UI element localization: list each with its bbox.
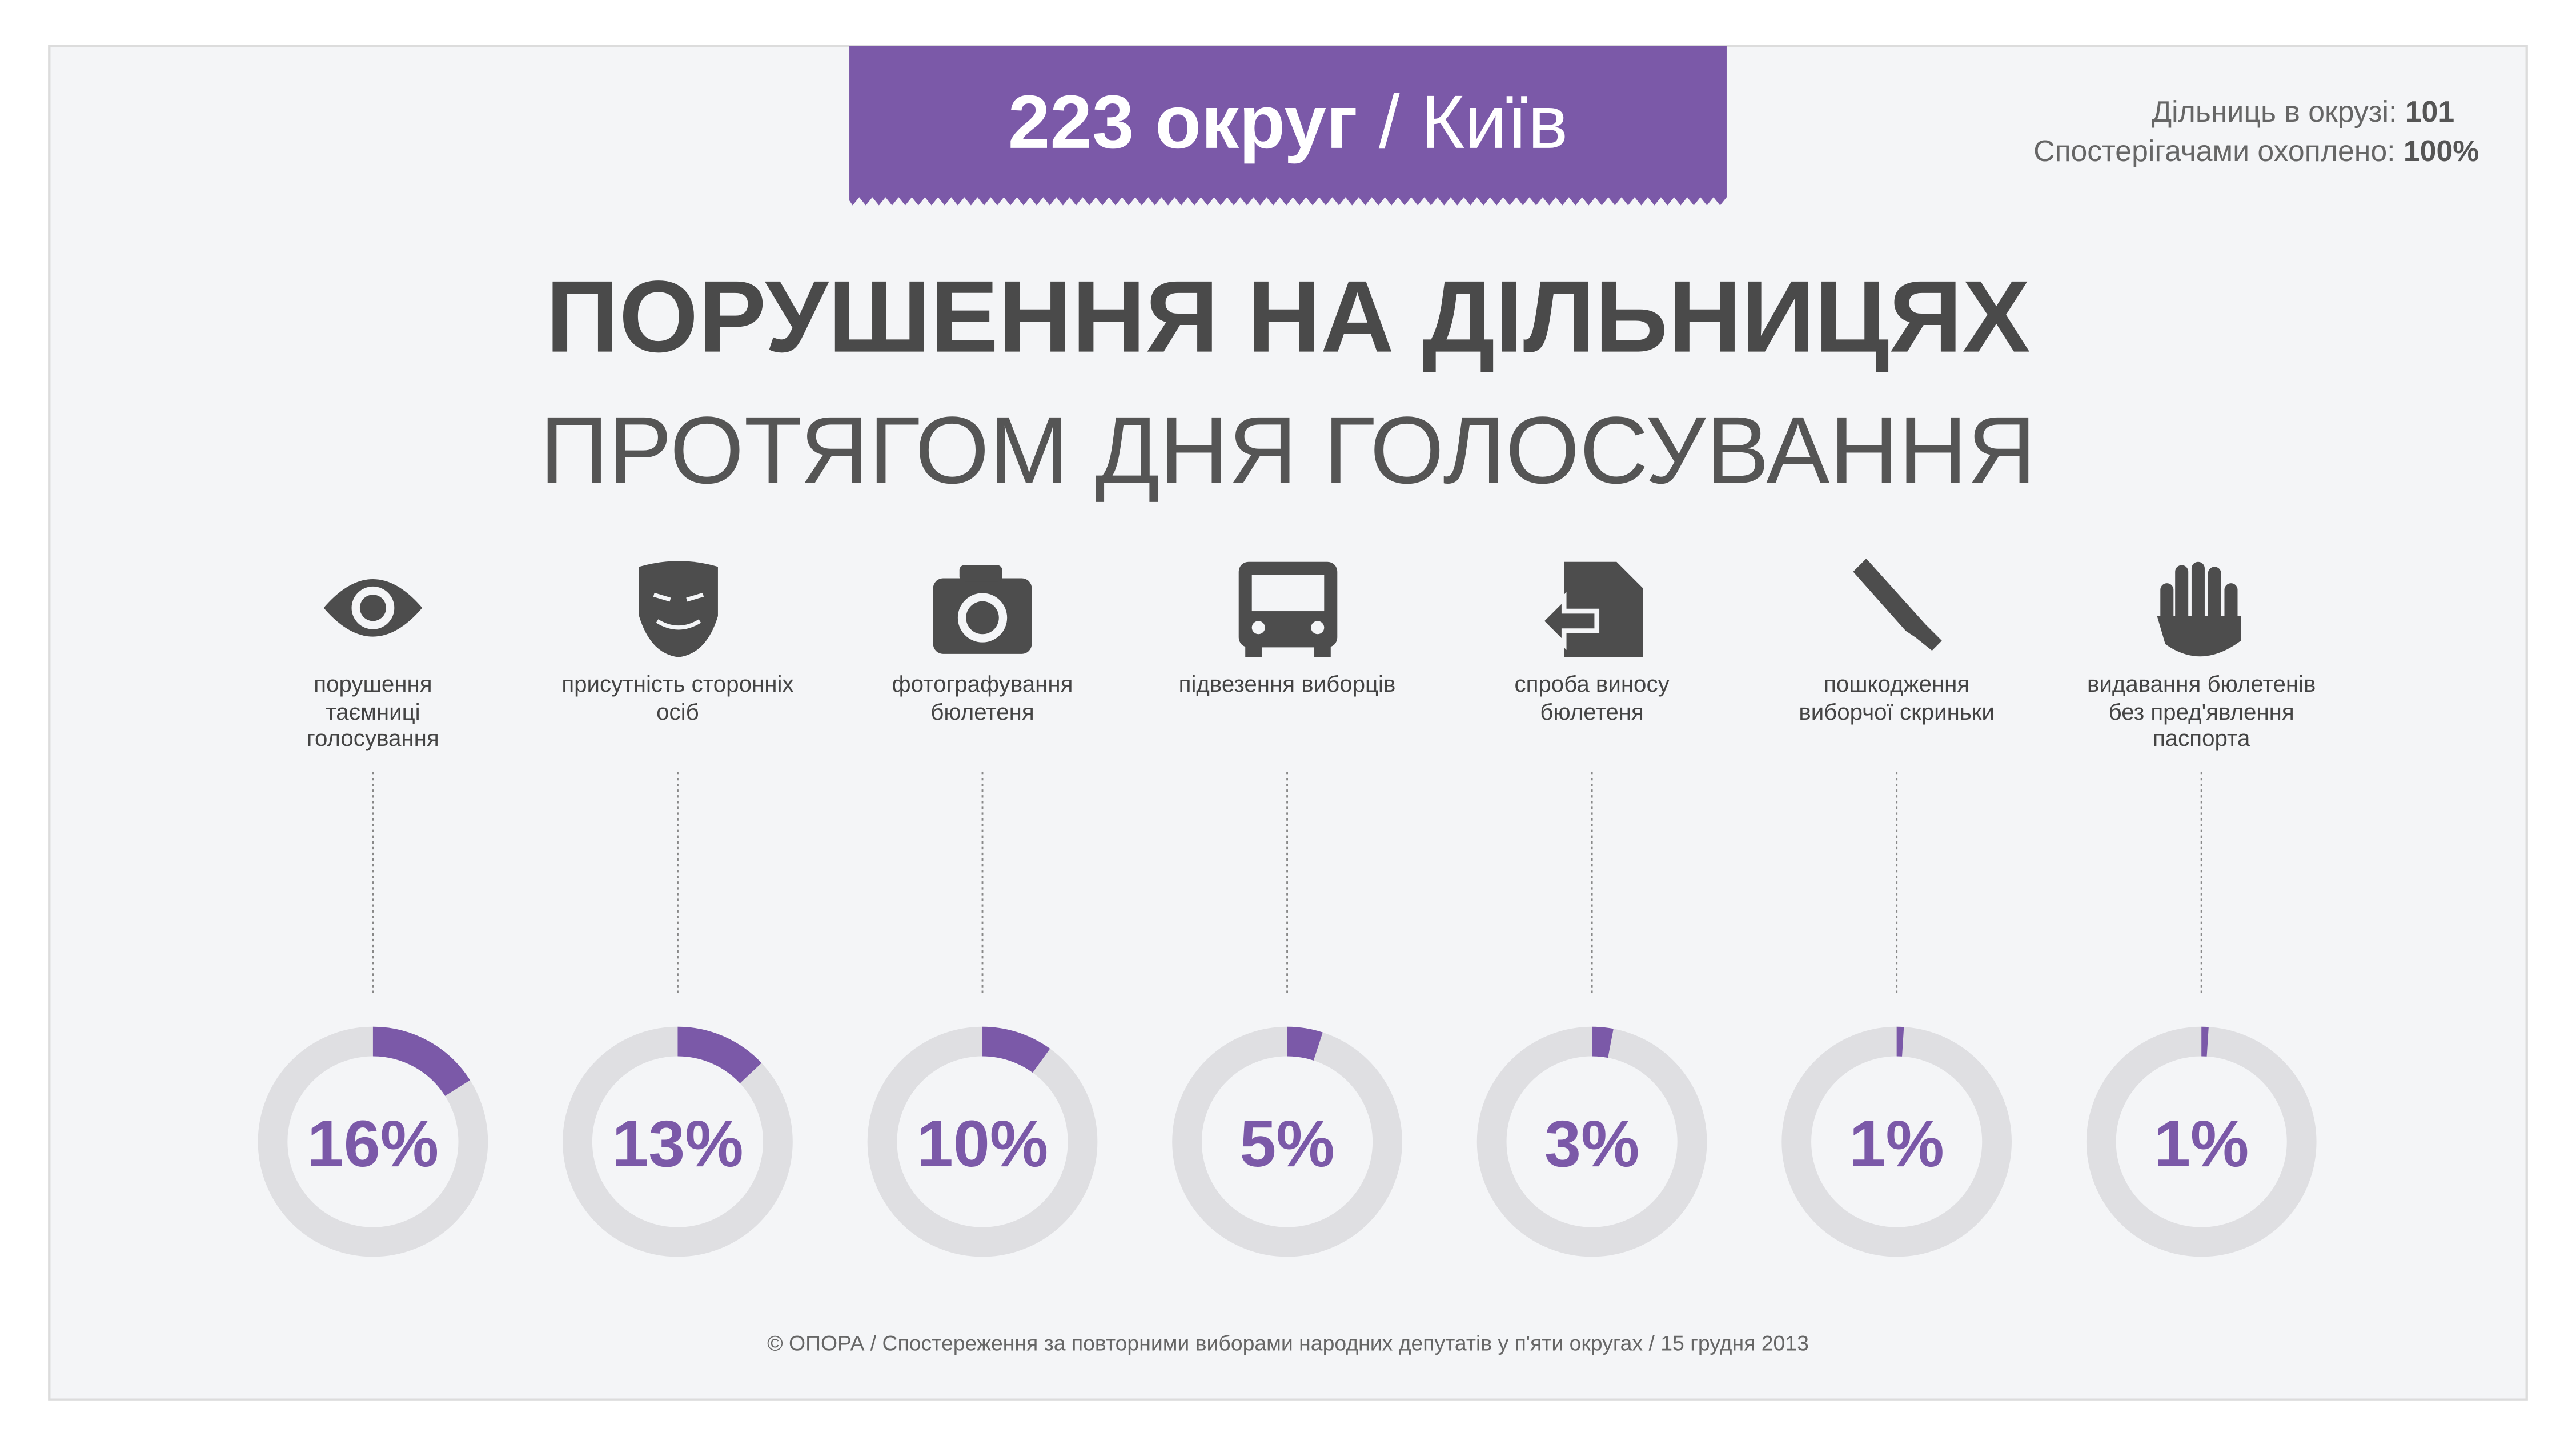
- category-label: пошкодження виборчої скриньки: [1799, 670, 1995, 724]
- category-label: порушення таємниці голосування: [307, 670, 439, 751]
- data-label: 5%: [1239, 1107, 1334, 1181]
- category-label-box: видавання бюлетенів без пред'явлення пас…: [2087, 670, 2316, 751]
- stat-label: Спостерігачами охоплено:: [2033, 134, 2395, 167]
- source: © ОПОРА / Спостереження за повторними ви…: [767, 1331, 1809, 1355]
- chart-title: ПОРУШЕННЯ НА ДІЛЬНИЦЯХ: [546, 260, 2031, 374]
- donut-arc: [1591, 1026, 1614, 1058]
- stat: Дільниць в окрузі: 101: [2152, 95, 2454, 128]
- data-label: 13%: [612, 1107, 743, 1181]
- icon-bus: [1238, 561, 1338, 657]
- donut-arc: [982, 1026, 1050, 1073]
- category-label-box: підвезення виборців: [1178, 670, 1396, 697]
- stat: Спостерігачами охоплено: 100%: [2033, 134, 2479, 167]
- icons: [323, 558, 2241, 657]
- category-label: спроба виносу бюлетеня: [1514, 670, 1670, 724]
- category-label-box: порушення таємниці голосування: [307, 670, 439, 751]
- donut-arc: [1286, 1026, 1323, 1061]
- stat-label: Дільниць в окрузі:: [2152, 95, 2397, 128]
- data-label: 3%: [1544, 1107, 1639, 1181]
- data-label: 16%: [307, 1107, 439, 1181]
- icon-document: [1537, 561, 1643, 657]
- header: 223 округ / Київ: [1008, 80, 1568, 164]
- category-label-box: фотографування бюлетеня: [892, 670, 1073, 724]
- header-district: 223 округ: [1008, 80, 1358, 164]
- donut-track: [1172, 1026, 1402, 1257]
- category-label: фотографування бюлетеня: [892, 670, 1073, 724]
- category-label: підвезення виборців: [1178, 670, 1396, 697]
- category-label-box: присутність сторонніх осіб: [561, 670, 794, 724]
- donut-arc: [372, 1026, 470, 1097]
- icon-eye: [323, 579, 423, 637]
- category-label: присутність сторонніх осіб: [561, 670, 794, 724]
- data-label: 10%: [917, 1107, 1048, 1181]
- icon-bat: [1853, 558, 1942, 651]
- header-banner: [849, 46, 1727, 206]
- category-label: видавання бюлетенів без пред'явлення пас…: [2087, 670, 2316, 751]
- data-label: 1%: [2154, 1107, 2249, 1181]
- chart-subtitle: ПРОТЯГОМ ДНЯ ГОЛОСУВАННЯ: [540, 398, 2036, 504]
- icon-mask: [639, 561, 718, 657]
- category-label-box: спроба виносу бюлетеня: [1514, 670, 1670, 724]
- icon-camera: [933, 565, 1032, 654]
- data-label: 1%: [1849, 1107, 1944, 1181]
- category-label-box: пошкодження виборчої скриньки: [1799, 670, 1995, 724]
- stat-value: 100%: [2404, 134, 2479, 167]
- header-city: / Київ: [1379, 80, 1568, 164]
- donut-arc: [677, 1026, 762, 1084]
- icon-hand: [2157, 561, 2241, 657]
- stat-value: 101: [2405, 95, 2454, 128]
